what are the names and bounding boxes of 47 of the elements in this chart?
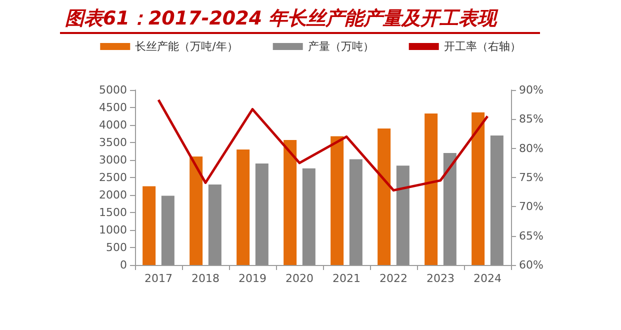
x-tick-label: 2023 <box>426 272 454 285</box>
legend-label: 产量（万吨） <box>308 40 374 53</box>
legend-label: 开工率（右轴） <box>444 40 521 53</box>
y-tick-label: 4500 <box>99 101 127 114</box>
bar <box>330 136 344 265</box>
y2-tick-label: 65% <box>519 229 544 242</box>
bar <box>443 153 456 265</box>
x-tick-label: 2024 <box>474 272 502 285</box>
y2-tick-label: 90% <box>519 84 544 96</box>
y-tick-label: 1000 <box>99 224 127 236</box>
y-tick-label: 3000 <box>99 154 127 166</box>
x-tick-label: 2018 <box>192 272 220 285</box>
bar <box>472 112 485 265</box>
y2-tick-label: 80% <box>519 142 544 155</box>
x-tick-label: 2020 <box>286 272 314 285</box>
y2-tick-label: 70% <box>519 200 544 214</box>
y-tick-label: 1500 <box>99 206 127 219</box>
bar <box>349 159 362 265</box>
bar <box>255 164 268 265</box>
x-tick-label: 2022 <box>380 272 408 285</box>
bar <box>236 150 250 265</box>
y-tick-label: 2500 <box>99 171 127 184</box>
y-tick-label: 2000 <box>99 188 127 202</box>
y-tick-label: 4000 <box>99 118 127 132</box>
y2-tick-label: 60% <box>519 258 544 272</box>
y-tick-label: 3500 <box>99 136 127 149</box>
y-tick-label: 5000 <box>99 84 127 96</box>
x-tick-label: 2021 <box>332 272 360 285</box>
bar <box>161 196 174 265</box>
legend-label: 长丝产能（万吨/年） <box>135 40 238 53</box>
bar <box>424 113 438 265</box>
bar <box>302 168 316 265</box>
bar <box>208 184 222 265</box>
line-series <box>157 98 489 192</box>
y2-tick-label: 75% <box>519 171 544 184</box>
y2-tick-label: 85% <box>519 112 544 126</box>
bar <box>396 166 410 265</box>
y-tick-label: 0 <box>120 258 127 272</box>
y-tick-label: 500 <box>106 241 127 254</box>
x-tick-label: 2019 <box>238 272 266 285</box>
bar <box>190 156 203 265</box>
bar <box>284 140 297 265</box>
bar <box>490 136 504 265</box>
chart-title: 图表61：2017-2024 年长丝产能产量及开工表现 <box>65 8 499 30</box>
x-tick-label: 2017 <box>144 272 172 285</box>
bar <box>142 186 156 265</box>
bar <box>378 128 391 265</box>
